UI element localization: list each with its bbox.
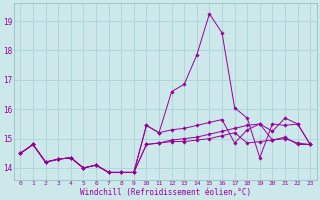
X-axis label: Windchill (Refroidissement éolien,°C): Windchill (Refroidissement éolien,°C) <box>80 188 251 197</box>
